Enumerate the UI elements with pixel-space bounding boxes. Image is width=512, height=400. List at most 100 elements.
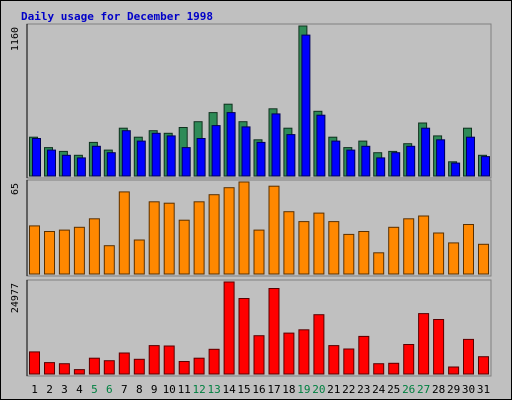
day-label-8: 8 (136, 383, 143, 396)
day-label-2: 2 (46, 383, 53, 396)
bar-day-3-series-1 (58, 363, 70, 375)
bar-day-21-series-1 (328, 345, 340, 375)
bar-day-15-series-1 (238, 298, 250, 375)
bar-day-13-series-1 (208, 194, 220, 275)
bar-day-31-series-1 (478, 243, 489, 275)
bar-day-17-series-2 (271, 113, 281, 177)
bar-day-28-series-1 (433, 232, 445, 275)
chart-panel-2: 65 (10, 179, 492, 277)
day-label-10: 10 (163, 383, 176, 396)
panel-max-label: 1160 (10, 27, 21, 51)
bar-day-12-series-1 (193, 201, 205, 275)
day-label-27: 27 (417, 383, 430, 396)
bar-day-6-series-1 (103, 245, 115, 275)
day-label-9: 9 (151, 383, 158, 396)
bar-day-11-series-1 (178, 219, 190, 275)
day-labels: 1 2 3 4 5 6 7 8 9 10 11 12 13 14 15 16 17 18 19 20 21 22 23 24 2… (31, 383, 490, 396)
bar-day-17-series-1 (268, 288, 280, 375)
bar-day-19-series-1 (298, 329, 310, 375)
bar-day-9-series-2 (151, 132, 161, 177)
chart-title: Daily usage for December 1998 (21, 10, 214, 23)
bar-day-4-series-1 (73, 369, 85, 375)
bar-day-13-series-1 (208, 348, 220, 375)
day-label-26: 26 (402, 383, 415, 396)
bar-day-13-series-2 (211, 125, 221, 177)
bar-day-23-series-1 (358, 335, 370, 375)
bar-day-18-series-1 (283, 211, 295, 275)
day-label-17: 17 (267, 383, 280, 396)
day-label-24: 24 (372, 383, 386, 396)
bar-day-25-series-1 (388, 362, 400, 375)
day-label-25: 25 (387, 383, 400, 396)
bar-day-28-series-2 (436, 139, 446, 177)
bar-day-10-series-1 (163, 345, 175, 375)
day-label-12: 12 (192, 383, 205, 396)
day-label-18: 18 (282, 383, 295, 396)
bar-day-10-series-2 (166, 135, 176, 177)
day-label-31: 31 (477, 383, 490, 396)
bar-day-26-series-1 (403, 218, 415, 275)
panel-max-label: 65 (10, 183, 21, 195)
bar-day-14-series-1 (223, 281, 235, 375)
bar-day-20-series-1 (313, 314, 325, 375)
day-label-11: 11 (178, 383, 191, 396)
bar-day-16-series-1 (253, 335, 265, 375)
bar-day-22-series-2 (346, 149, 356, 177)
bar-day-22-series-1 (343, 233, 355, 275)
bar-day-18-series-1 (283, 332, 295, 375)
bar-day-21-series-2 (331, 140, 341, 177)
panel-max-label: 24977 (10, 283, 21, 313)
day-label-21: 21 (327, 383, 340, 396)
bar-day-27-series-1 (418, 313, 430, 375)
bar-day-8-series-2 (136, 140, 146, 177)
bar-day-4-series-1 (73, 226, 85, 275)
bar-day-1-series-1 (29, 225, 40, 275)
bar-day-9-series-1 (148, 345, 160, 375)
bar-day-5-series-1 (88, 357, 100, 375)
day-label-28: 28 (432, 383, 445, 396)
bar-day-2-series-1 (44, 231, 55, 275)
day-label-22: 22 (342, 383, 355, 396)
bar-day-3-series-1 (58, 229, 70, 275)
bar-day-1-series-1 (29, 351, 40, 375)
day-label-4: 4 (76, 383, 83, 396)
day-label-29: 29 (447, 383, 460, 396)
bar-day-3-series-2 (61, 154, 71, 177)
bar-day-26-series-2 (406, 145, 416, 177)
day-label-23: 23 (357, 383, 370, 396)
bar-day-30-series-2 (466, 136, 475, 177)
bar-day-10-series-1 (163, 202, 175, 275)
bar-day-19-series-1 (298, 221, 310, 275)
bar-day-17-series-1 (268, 185, 280, 275)
bar-day-24-series-1 (373, 252, 385, 275)
bar-day-20-series-1 (313, 212, 325, 275)
bar-day-9-series-1 (148, 201, 160, 275)
bar-day-2-series-1 (44, 362, 55, 375)
bar-day-12-series-2 (196, 138, 206, 177)
bar-day-25-series-1 (388, 226, 400, 275)
bar-day-16-series-2 (256, 141, 266, 177)
bar-day-24-series-2 (376, 157, 386, 177)
bar-day-6-series-1 (103, 360, 115, 375)
bar-day-5-series-2 (91, 145, 101, 177)
bar-day-16-series-1 (253, 229, 265, 275)
bar-day-14-series-2 (226, 112, 236, 177)
bar-day-6-series-2 (106, 152, 116, 177)
day-label-16: 16 (252, 383, 265, 396)
bar-day-4-series-2 (76, 157, 86, 177)
day-label-1: 1 (31, 383, 38, 396)
bar-day-7-series-1 (118, 191, 130, 275)
bar-day-7-series-2 (121, 130, 131, 177)
bar-day-27-series-2 (421, 127, 431, 177)
bar-day-22-series-1 (343, 348, 355, 375)
bar-day-14-series-1 (223, 187, 235, 275)
bar-day-8-series-1 (133, 358, 145, 375)
day-label-13: 13 (207, 383, 220, 396)
chart-panel-3: 24977 (10, 279, 492, 377)
chart-panel-1: 1160 (10, 23, 492, 179)
bar-day-30-series-1 (463, 338, 474, 375)
bar-day-15-series-1 (238, 181, 250, 275)
day-label-30: 30 (462, 383, 475, 396)
bar-day-8-series-1 (133, 239, 145, 275)
